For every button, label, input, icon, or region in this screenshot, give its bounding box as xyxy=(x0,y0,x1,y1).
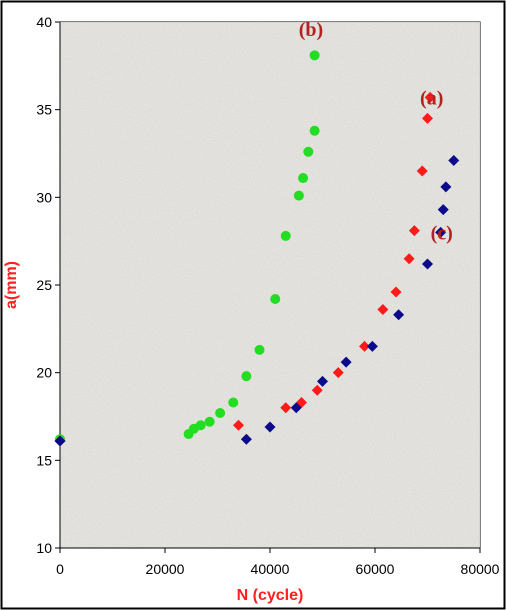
series-a-point xyxy=(377,304,389,316)
series-c-point xyxy=(435,226,447,238)
series-label: (b) xyxy=(299,19,323,41)
series-a-point xyxy=(280,402,292,414)
data-marks xyxy=(54,50,460,447)
series-b-point xyxy=(298,173,309,184)
series-a-point xyxy=(408,225,420,237)
series-b-point xyxy=(228,397,239,408)
series-b-point xyxy=(254,344,265,355)
series-c-point xyxy=(264,421,276,433)
y-tick-label: 25 xyxy=(36,277,52,293)
series-c-point xyxy=(290,402,302,414)
series-annotations: (a) (b) (c) xyxy=(299,19,453,244)
series-c-point xyxy=(448,155,460,167)
series-c-point xyxy=(422,258,433,270)
y-tick-label: 15 xyxy=(36,452,52,468)
series-c-point xyxy=(317,375,328,387)
y-axis: 10 15 20 25 30 35 40 xyxy=(36,14,61,556)
series-b-point xyxy=(204,416,215,427)
series-c-point xyxy=(437,204,449,216)
series-a-point xyxy=(416,165,428,177)
series-c-point xyxy=(340,356,352,368)
series-b-point xyxy=(270,294,281,305)
y-tick-label: 40 xyxy=(36,14,52,30)
series-a-point xyxy=(424,91,436,103)
series-a-point xyxy=(332,367,344,379)
x-axis: 0 20000 40000 60000 80000 xyxy=(56,547,500,577)
series-c-point xyxy=(440,181,452,193)
series-b-point xyxy=(303,146,314,157)
series-b-point xyxy=(280,230,291,241)
y-tick-label: 35 xyxy=(36,102,52,118)
series-c-point xyxy=(240,433,252,445)
x-tick-label: 20000 xyxy=(146,561,185,577)
series-label: (c) xyxy=(431,222,453,244)
series-a-point xyxy=(233,419,244,431)
series-a-point xyxy=(403,253,415,265)
series-b-point xyxy=(215,407,226,418)
x-tick-label: 40000 xyxy=(251,561,290,577)
y-tick-label: 10 xyxy=(36,540,52,556)
series-b-point xyxy=(309,125,320,136)
series-a-point xyxy=(359,340,370,352)
series-label: (a) xyxy=(420,87,443,109)
series-b-point xyxy=(195,420,206,431)
plot-texture xyxy=(60,22,480,548)
series-c-point xyxy=(54,435,66,447)
series-c-point xyxy=(393,309,405,321)
series-b-point xyxy=(241,371,252,382)
x-tick-label: 60000 xyxy=(356,561,395,577)
y-axis-title: a(mm) xyxy=(3,261,20,309)
series-b-point xyxy=(293,190,304,201)
series-b-point xyxy=(309,50,320,61)
series-a-point xyxy=(390,286,402,298)
y-tick-label: 30 xyxy=(36,189,52,205)
x-axis-title: N (cycle) xyxy=(237,587,304,604)
series-a-point xyxy=(311,384,323,396)
y-tick-label: 20 xyxy=(36,365,52,381)
series-c-point xyxy=(366,340,378,352)
series-a-point xyxy=(422,112,433,124)
x-tick-label: 80000 xyxy=(461,561,500,577)
x-tick-label: 0 xyxy=(56,561,64,577)
